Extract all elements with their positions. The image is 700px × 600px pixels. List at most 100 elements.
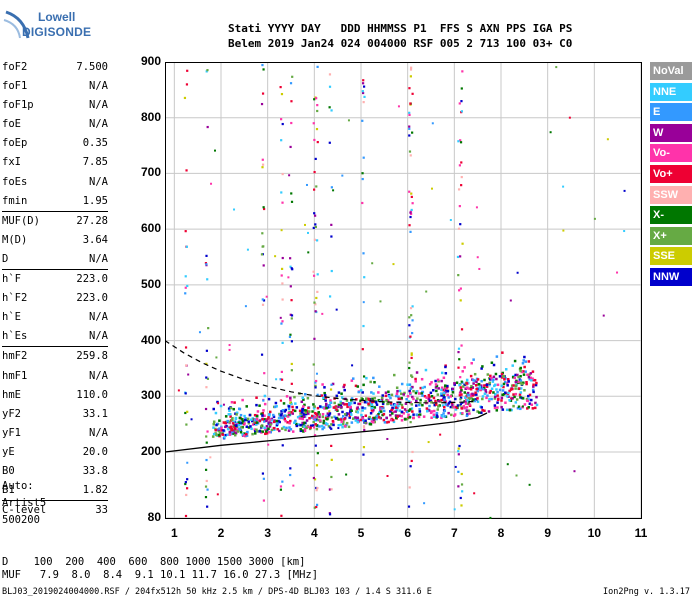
- noise-echo: [244, 305, 247, 308]
- echo-point: [491, 380, 495, 383]
- echo-point: [507, 391, 510, 395]
- echo-point: [349, 411, 352, 415]
- echo-point: [443, 386, 447, 389]
- echo-point: [474, 391, 477, 394]
- noise-echo: [290, 317, 293, 320]
- echo-point: [385, 416, 389, 420]
- echo-point: [404, 402, 408, 405]
- echo-point: [392, 410, 395, 414]
- noise-echo: [313, 212, 316, 215]
- echo-point: [229, 412, 232, 416]
- noise-echo: [330, 109, 333, 112]
- echo-point: [493, 397, 497, 400]
- echo-point: [230, 400, 234, 404]
- echo-point: [502, 374, 506, 378]
- echo-point: [412, 397, 415, 401]
- echo-point: [291, 430, 295, 433]
- noise-echo: [261, 298, 264, 301]
- noise-echo: [313, 238, 317, 241]
- echo-point: [476, 400, 480, 403]
- echo-point: [525, 382, 528, 386]
- echo-point: [350, 379, 354, 382]
- noise-echo: [280, 118, 283, 121]
- noise-echo: [204, 262, 208, 265]
- echo-point: [400, 382, 404, 386]
- file-info-footer: BLJ03_2019024004000.RSF / 204fx512h 50 k…: [2, 587, 432, 597]
- noise-echo: [262, 207, 266, 211]
- echo-point: [300, 416, 304, 419]
- noise-echo: [314, 223, 317, 226]
- echo-point: [224, 415, 228, 418]
- header-labels: Stati YYYY DAY DDD HHMMSS P1 FFS S AXN P…: [228, 22, 573, 35]
- noise-echo: [316, 104, 319, 107]
- noise-echo: [280, 139, 283, 142]
- echo-point: [332, 423, 335, 427]
- echo-point: [255, 428, 258, 432]
- echo-point: [395, 386, 399, 389]
- echo-point: [437, 387, 440, 390]
- echo-point: [318, 405, 322, 408]
- noise-echo: [289, 467, 292, 470]
- param-label: D: [2, 252, 9, 265]
- echo-point: [505, 395, 509, 398]
- echo-point: [283, 414, 287, 417]
- echo-point: [326, 404, 330, 407]
- noise-echo: [458, 102, 461, 105]
- echo-point: [411, 385, 414, 389]
- echo-point: [356, 385, 360, 388]
- echo-point: [495, 377, 498, 381]
- echo-point: [501, 408, 505, 411]
- noise-echo: [290, 340, 293, 343]
- echo-point: [340, 420, 343, 423]
- echo-point: [269, 423, 272, 426]
- echo-point: [301, 396, 304, 400]
- noise-echo: [362, 324, 365, 328]
- echo-point: [236, 430, 240, 433]
- echo-point: [250, 418, 253, 421]
- noise-echo: [289, 82, 293, 85]
- noise-echo: [362, 446, 366, 449]
- echo-point: [402, 393, 406, 396]
- echo-point: [291, 412, 294, 415]
- noise-echo: [411, 450, 414, 454]
- echo-point: [318, 425, 321, 428]
- echo-point: [337, 423, 340, 427]
- param-row: yF2 33.1: [2, 405, 108, 424]
- echo-point: [493, 406, 497, 410]
- echo-point: [245, 418, 248, 422]
- echo-point: [508, 408, 512, 412]
- echo-point: [348, 410, 352, 413]
- echo-point: [303, 403, 306, 407]
- echo-point: [517, 387, 521, 390]
- echo-point: [487, 410, 491, 413]
- echo-point: [444, 364, 447, 367]
- echo-point: [390, 393, 394, 397]
- echo-point: [508, 399, 511, 402]
- echo-point: [325, 404, 328, 407]
- param-row: M(D) 3.64: [2, 231, 108, 250]
- noise-echo: [185, 169, 188, 172]
- echo-point: [432, 409, 436, 413]
- echo-point: [224, 433, 227, 437]
- param-value: 0.35: [82, 137, 108, 150]
- echo-point: [504, 368, 508, 371]
- echo-point: [233, 426, 236, 429]
- noise-echo: [409, 335, 412, 338]
- noise-echo: [307, 251, 310, 254]
- echo-point: [466, 413, 469, 416]
- noise-echo: [280, 514, 283, 517]
- echo-point: [489, 374, 492, 378]
- noise-echo: [363, 95, 366, 98]
- echo-point: [519, 407, 522, 411]
- noise-echo: [184, 514, 188, 518]
- echo-point: [261, 411, 265, 415]
- echo-point: [253, 413, 257, 417]
- noise-echo: [289, 401, 292, 404]
- param-label: h`E: [2, 311, 21, 324]
- echo-point: [341, 410, 344, 414]
- echo-point: [437, 399, 440, 403]
- legend-item: E: [650, 103, 692, 122]
- echo-point: [460, 393, 463, 396]
- noise-echo: [290, 100, 293, 103]
- echo-point: [333, 406, 336, 409]
